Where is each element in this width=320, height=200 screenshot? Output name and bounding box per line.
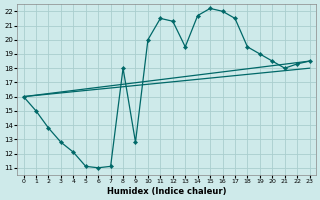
X-axis label: Humidex (Indice chaleur): Humidex (Indice chaleur) xyxy=(107,187,226,196)
